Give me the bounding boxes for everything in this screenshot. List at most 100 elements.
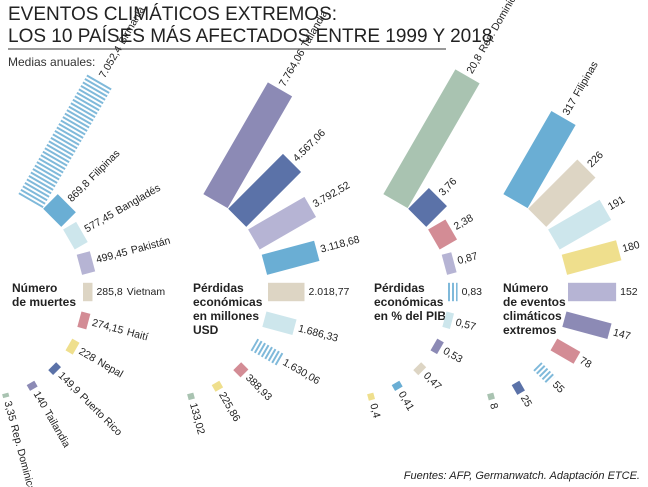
value-label: 226 <box>585 149 606 170</box>
category-label: Vietnam <box>127 286 166 298</box>
bar-label: 149,9Puerto Rico <box>56 369 125 438</box>
bar <box>203 82 293 209</box>
bar <box>2 392 10 399</box>
value-label: 0,83 <box>462 286 483 298</box>
bar <box>261 240 320 275</box>
value-label: 7.764,06 <box>277 47 308 89</box>
value-label: 869,8 <box>65 177 92 204</box>
bar-label: 1.686,33 <box>297 322 340 344</box>
source: Fuentes: AFP, Germanwatch. Adaptación ET… <box>404 470 640 482</box>
bar <box>48 362 62 376</box>
bar <box>413 362 427 376</box>
value-label: 147 <box>612 326 632 342</box>
bar <box>442 311 455 329</box>
bar <box>65 338 80 355</box>
value-label: 3.792,52 <box>311 179 353 210</box>
bar <box>430 338 444 355</box>
bar-label: 3,35Rep. Dominicana <box>2 400 41 487</box>
bar-label: 0,4 <box>367 402 382 419</box>
bar <box>26 380 38 391</box>
chart-title: Número <box>503 281 548 295</box>
bar <box>250 338 284 366</box>
bar <box>568 282 617 302</box>
value-label: 388,93 <box>243 372 274 403</box>
bar-label: 140Tailandia <box>31 389 73 450</box>
title-line: LOS 10 PAÍSES MÁS AFECTADOS ENTRE 1999 Y… <box>8 26 492 47</box>
value-label: 577,45 <box>82 208 116 235</box>
value-label: 317 <box>560 96 579 117</box>
value-label: 55 <box>550 379 567 396</box>
bar-label: 0,53 <box>441 345 465 366</box>
value-label: 3,35 <box>2 400 19 423</box>
bar <box>408 188 447 227</box>
value-label: 152 <box>620 286 638 298</box>
value-label: 499,45 <box>95 246 129 266</box>
subtitle: Medias anuales: <box>8 55 95 69</box>
category-label: Filipinas <box>87 147 123 183</box>
bar <box>43 194 76 227</box>
bar <box>487 392 495 401</box>
bar-label: 869,8Filipinas <box>65 147 122 204</box>
value-label: 228 <box>77 345 98 364</box>
bar-label: 152 <box>620 286 638 298</box>
title-line: EVENTOS CLIMÁTICOS EXTREMOS: <box>8 4 337 25</box>
bar <box>511 380 525 395</box>
bar-label: 0,87 <box>456 250 479 267</box>
bar-label: 78 <box>578 354 594 370</box>
value-label: 1.686,33 <box>297 322 340 344</box>
bar-label: 388,93 <box>243 372 274 403</box>
category-label: Nepal <box>95 356 125 380</box>
value-label: 274,15 <box>91 317 125 337</box>
bar-label: 0,57 <box>454 316 477 333</box>
chart-title: en millones <box>193 309 259 323</box>
chart-title: extremos <box>503 323 557 337</box>
bar-label: 3,76 <box>436 175 459 198</box>
category-label: Haití <box>126 326 150 343</box>
chart-title: USD <box>193 323 219 337</box>
bar <box>533 362 556 385</box>
chart-title: Número <box>12 281 57 295</box>
value-label: 149,9 <box>56 369 83 396</box>
bar-label: 55 <box>550 379 567 396</box>
value-label: 2.018,77 <box>309 286 350 298</box>
value-label: 0,41 <box>396 389 417 413</box>
bar <box>187 392 195 401</box>
category-label: Bangladés <box>114 182 163 217</box>
chart-title: Pérdidas <box>193 281 244 295</box>
bar <box>76 251 96 275</box>
value-label: 3.118,68 <box>319 233 361 255</box>
bar-label: 191 <box>606 194 627 213</box>
bar <box>391 380 403 391</box>
value-label: 8 <box>487 402 500 411</box>
bar <box>18 73 113 209</box>
bar-label: 2,38 <box>452 212 476 233</box>
category-label: Puerto Rico <box>77 391 124 438</box>
value-label: 78 <box>578 354 594 370</box>
bar <box>228 153 302 227</box>
bar-label: 4.567,06 <box>290 127 327 164</box>
bar-label: 0,47 <box>421 370 444 393</box>
bar <box>561 240 622 275</box>
bar <box>550 338 581 364</box>
bar <box>268 282 305 302</box>
bar <box>383 69 480 209</box>
category-label: Filipinas <box>571 59 601 98</box>
bar <box>428 219 458 250</box>
bar <box>77 311 91 330</box>
value-label: 140 <box>31 389 50 410</box>
bar-label: 1.630,06 <box>281 356 323 387</box>
value-label: 191 <box>606 194 627 213</box>
bar <box>262 311 297 335</box>
bar <box>248 196 317 250</box>
bar-label: 577,45Bangladés <box>82 182 162 235</box>
value-label: 0,57 <box>454 316 477 333</box>
value-label: 0,47 <box>421 370 444 393</box>
category-label: Pakistán <box>130 234 172 256</box>
value-label: 0,87 <box>456 250 479 267</box>
value-label: 0,53 <box>441 345 465 366</box>
bar-label: 8 <box>487 402 500 411</box>
bar <box>367 392 376 401</box>
value-label: 2,38 <box>452 212 476 233</box>
bar <box>503 110 576 209</box>
value-label: 0,4 <box>367 402 382 419</box>
